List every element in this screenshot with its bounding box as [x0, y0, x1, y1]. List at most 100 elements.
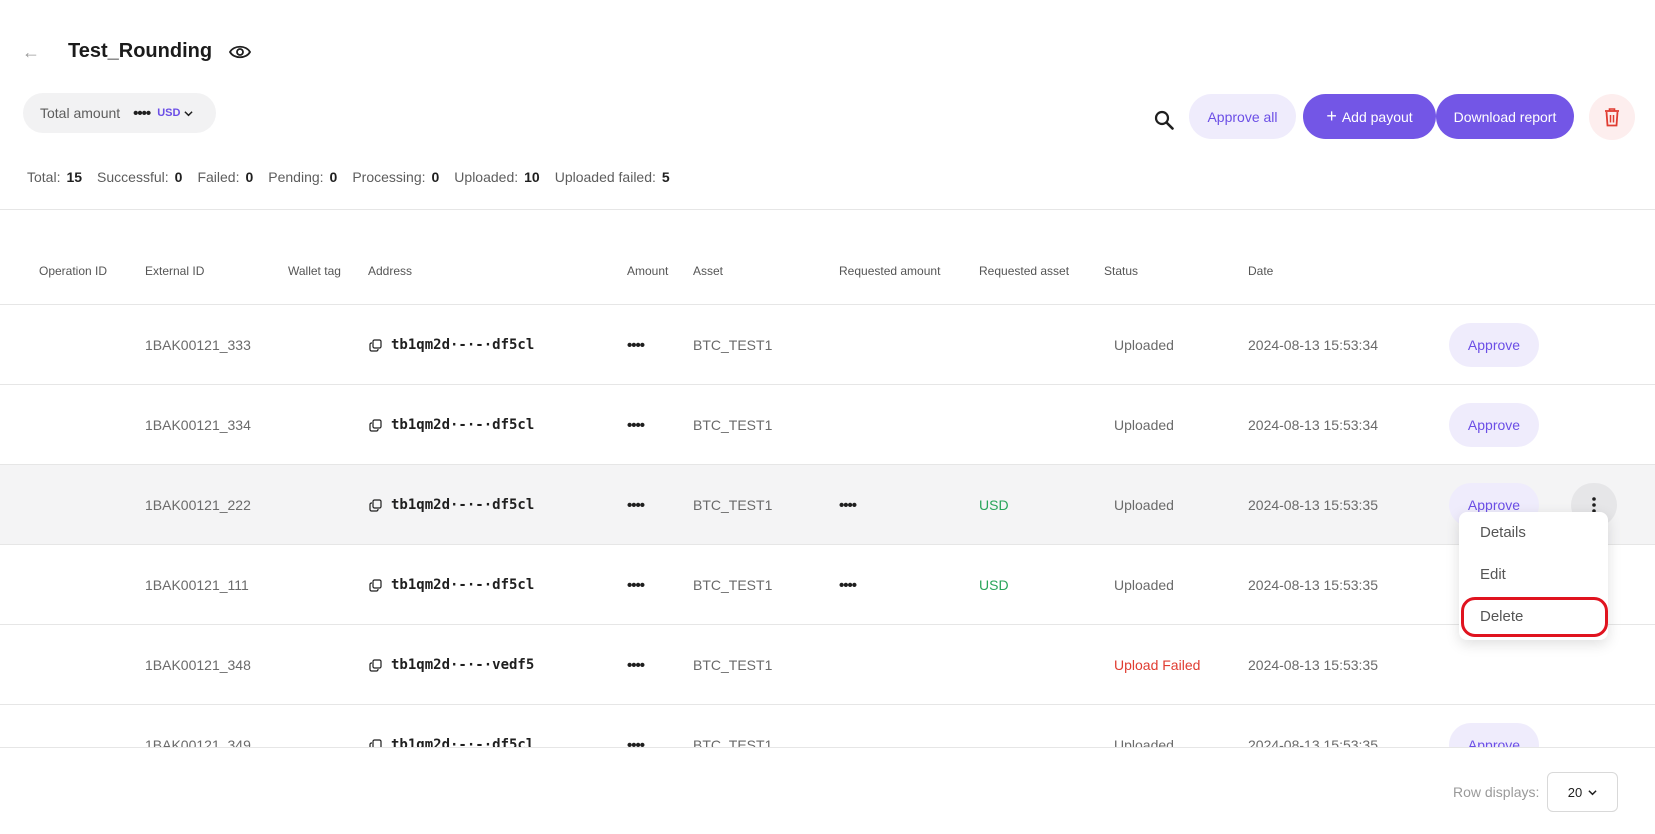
menu-item-delete[interactable]: Delete — [1480, 608, 1524, 625]
date: 2024-08-13 15:53:35 — [1248, 577, 1378, 593]
stats-bar: Total: 15 Successful: 0 Failed: 0 Pending: 0… — [27, 169, 685, 185]
requested-amount: •••• — [839, 496, 857, 514]
chevron-down-icon — [184, 110, 194, 116]
address: tb1qm2d·-·-·df5cl — [369, 305, 534, 385]
status: Uploaded — [1114, 497, 1174, 513]
total-amount-label: Total amount — [40, 105, 121, 121]
approve-button[interactable]: Approve — [1449, 403, 1539, 447]
column-header-requested-asset[interactable]: Requested asset — [979, 264, 1070, 278]
amount: •••• — [627, 496, 645, 514]
stat-successful: Successful: 0 — [97, 169, 183, 185]
table-row[interactable]: 1BAK00121_334 tb1qm2d·-·-·df5cl •••• BTC… — [0, 385, 1655, 465]
total-amount-selector[interactable]: Total amount •••• USD — [23, 93, 216, 133]
asset: BTC_TEST1 — [693, 577, 773, 593]
asset: BTC_TEST1 — [693, 497, 773, 513]
copy-icon[interactable] — [369, 738, 382, 748]
status: Upload Failed — [1114, 657, 1201, 673]
eye-icon[interactable] — [229, 44, 251, 60]
column-header-wallet-tag[interactable]: Wallet tag — [288, 264, 341, 278]
column-header-date[interactable]: Date — [1248, 264, 1274, 278]
amount: •••• — [627, 336, 645, 354]
table-row[interactable]: 1BAK00121_349 tb1qm2d·-·-·df5cl •••• BTC… — [0, 705, 1655, 747]
menu-item-details[interactable]: Details — [1480, 524, 1526, 541]
copy-icon[interactable] — [369, 418, 382, 432]
column-header-address[interactable]: Address — [368, 264, 413, 278]
total-amount-currency: USD — [157, 107, 181, 119]
table-row[interactable]: 1BAK00121_348 tb1qm2d·-·-·vedf5 •••• BTC… — [0, 625, 1655, 705]
add-payout-button[interactable]: + Add payout — [1303, 94, 1436, 139]
table-row[interactable]: 1BAK00121_333 tb1qm2d·-·-·df5cl •••• BTC… — [0, 305, 1655, 385]
row-displays-select[interactable]: 20 — [1547, 772, 1618, 812]
column-header-amount[interactable]: Amount — [627, 264, 669, 278]
date: 2024-08-13 15:53:35 — [1248, 657, 1378, 673]
status: Uploaded — [1114, 577, 1174, 593]
date: 2024-08-13 15:53:34 — [1248, 337, 1378, 353]
asset: BTC_TEST1 — [693, 337, 773, 353]
trash-icon — [1605, 108, 1619, 127]
date: 2024-08-13 15:53:34 — [1248, 417, 1378, 433]
requested-asset: USD — [979, 577, 1009, 593]
external-id: 1BAK00121_222 — [145, 497, 251, 513]
payout-table-body: 1BAK00121_333 tb1qm2d·-·-·df5cl •••• BTC… — [0, 305, 1655, 747]
external-id: 1BAK00121_333 — [145, 337, 251, 353]
row-displays-label: Row displays: — [1453, 784, 1540, 800]
amount: •••• — [627, 576, 645, 594]
column-header-external-id[interactable]: External ID — [145, 264, 205, 278]
status: Uploaded — [1114, 417, 1174, 433]
address: tb1qm2d·-·-·df5cl — [369, 705, 534, 747]
delete-button[interactable] — [1589, 94, 1635, 140]
table-row[interactable]: 1BAK00121_111 tb1qm2d·-·-·df5cl •••• BTC… — [0, 545, 1655, 625]
approve-all-button[interactable]: Approve all — [1189, 94, 1296, 139]
column-header-requested-amount[interactable]: Requested amount — [839, 264, 941, 278]
copy-icon[interactable] — [369, 498, 382, 512]
download-report-button[interactable]: Download report — [1436, 94, 1574, 139]
amount: •••• — [627, 656, 645, 674]
stat-total: Total: 15 — [27, 169, 83, 185]
page-title: Test_Rounding — [68, 40, 213, 62]
table-row[interactable]: 1BAK00121_222 tb1qm2d·-·-·df5cl •••• BTC… — [0, 465, 1655, 545]
date: 2024-08-13 15:53:35 — [1248, 737, 1378, 747]
stat-uploaded-failed: Uploaded failed: 5 — [554, 169, 670, 185]
total-amount-value: •••• — [133, 104, 151, 122]
row-actions-menu: Details Edit Delete — [1459, 512, 1608, 640]
external-id: 1BAK00121_348 — [145, 657, 251, 673]
status: Uploaded — [1114, 737, 1174, 747]
address: tb1qm2d·-·-·df5cl — [369, 545, 534, 625]
column-header-asset[interactable]: Asset — [693, 264, 724, 278]
stat-processing: Processing: 0 — [352, 169, 440, 185]
asset: BTC_TEST1 — [693, 417, 773, 433]
status: Uploaded — [1114, 337, 1174, 353]
copy-icon[interactable] — [369, 338, 382, 352]
more-vertical-icon — [1592, 497, 1596, 513]
search-icon[interactable] — [1154, 110, 1174, 130]
external-id: 1BAK00121_349 — [145, 737, 251, 747]
column-header-operation-id[interactable]: Operation ID — [39, 264, 108, 278]
column-header-status[interactable]: Status — [1104, 264, 1139, 278]
stat-failed: Failed: 0 — [197, 169, 254, 185]
requested-asset: USD — [979, 497, 1009, 513]
address: tb1qm2d·-·-·df5cl — [369, 465, 534, 545]
amount: •••• — [627, 416, 645, 434]
date: 2024-08-13 15:53:35 — [1248, 497, 1378, 513]
approve-button[interactable]: Approve — [1449, 723, 1539, 747]
delete-highlight-outline — [1461, 597, 1608, 637]
menu-item-edit[interactable]: Edit — [1480, 566, 1506, 583]
address: tb1qm2d·-·-·df5cl — [369, 385, 534, 465]
divider — [0, 209, 1655, 210]
stat-pending: Pending: 0 — [268, 169, 338, 185]
address: tb1qm2d·-·-·vedf5 — [369, 625, 534, 705]
divider — [0, 747, 1655, 748]
external-id: 1BAK00121_111 — [145, 577, 249, 593]
approve-button[interactable]: Approve — [1449, 323, 1539, 367]
asset: BTC_TEST1 — [693, 737, 773, 747]
copy-icon[interactable] — [369, 578, 382, 592]
stat-uploaded: Uploaded: 10 — [454, 169, 540, 185]
plus-icon: + — [1326, 106, 1337, 126]
divider — [0, 304, 1655, 305]
add-payout-label: Add payout — [1341, 108, 1413, 125]
copy-icon[interactable] — [369, 658, 382, 672]
requested-amount: •••• — [839, 576, 857, 594]
back-arrow-icon[interactable]: ← — [22, 42, 40, 62]
asset: BTC_TEST1 — [693, 657, 773, 673]
external-id: 1BAK00121_334 — [145, 417, 251, 433]
